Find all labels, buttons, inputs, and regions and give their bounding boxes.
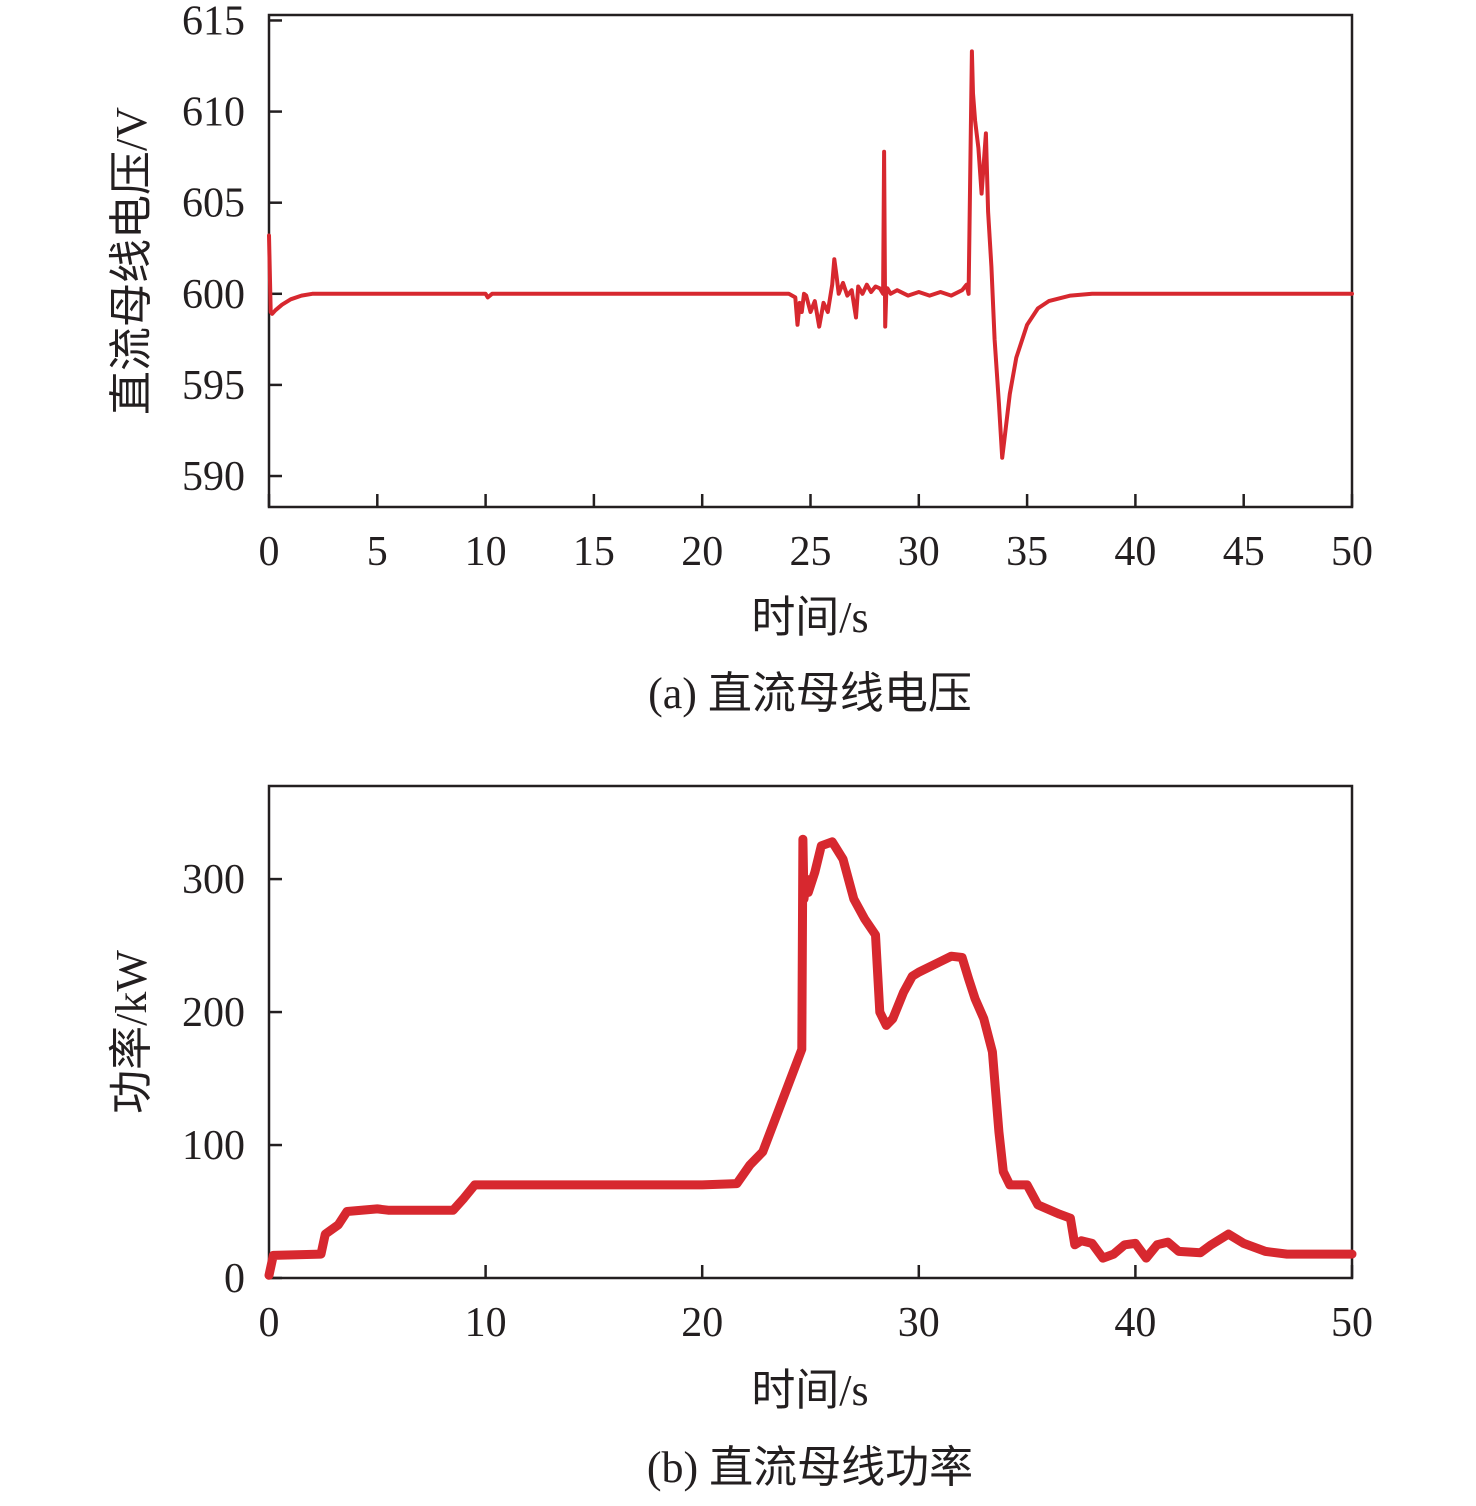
y-axis-label: 直流母线电压/V: [107, 107, 156, 415]
x-tick-label: 30: [898, 529, 940, 575]
x-tick-label: 5: [367, 529, 388, 575]
caption-b: (b) 直流母线功率: [647, 1443, 973, 1492]
x-tick-label: 45: [1223, 529, 1265, 575]
x-tick-label: 10: [465, 529, 507, 575]
y-tick-label: 595: [182, 363, 245, 409]
y-tick-label: 615: [182, 0, 245, 44]
x-tick-label: 0: [259, 1300, 280, 1346]
y-tick-label: 590: [182, 454, 245, 500]
plot-frame: [267, 784, 1354, 1280]
y-tick-label: 100: [182, 1123, 245, 1169]
y-tick-label: 0: [224, 1256, 245, 1302]
y-tick-label: 200: [182, 990, 245, 1036]
y-tick-label: 610: [182, 90, 245, 136]
x-axis-label: 时间/s: [751, 1366, 868, 1415]
x-axis-label: 时间/s: [751, 593, 868, 642]
series-line-power: [264, 834, 1357, 1280]
y-tick-label: 600: [182, 272, 245, 318]
x-tick-label: 15: [573, 529, 615, 575]
x-tick-label: 20: [681, 1300, 723, 1346]
x-tick-label: 10: [465, 1300, 507, 1346]
x-tick-label: 30: [898, 1300, 940, 1346]
x-tick-label: 40: [1114, 529, 1156, 575]
chart-panel-voltage: 0 5 10 15 20 25 30 35 40 45 50 590 595 600 605 610 615 时…: [107, 0, 1373, 718]
x-tick-label: 35: [1006, 529, 1048, 575]
y-axis-label: 功率/kW: [107, 950, 156, 1114]
x-tick-label: 50: [1331, 1300, 1373, 1346]
x-tick-label: 40: [1114, 1300, 1156, 1346]
y-tick-label: 605: [182, 181, 245, 227]
caption-a: (a) 直流母线电压: [648, 669, 972, 718]
axis-ticks: 0 5 10 15 20 25 30 35 40 45 50 590 595 600 605 610 615: [182, 0, 1373, 575]
x-tick-label: 50: [1331, 529, 1373, 575]
x-tick-label: 25: [790, 529, 832, 575]
x-tick-label: 0: [259, 529, 280, 575]
plot-frame: [267, 13, 1354, 509]
series-line-voltage: [267, 49, 1354, 460]
chart-panel-power: 0 10 20 30 40 50 0 100 200 300 时间/s 功率/kW (b) 直流母…: [107, 784, 1373, 1492]
y-tick-label: 300: [182, 857, 245, 903]
axis-ticks: 0 10 20 30 40 50 0 100 200 300: [182, 857, 1373, 1346]
x-tick-label: 20: [681, 529, 723, 575]
